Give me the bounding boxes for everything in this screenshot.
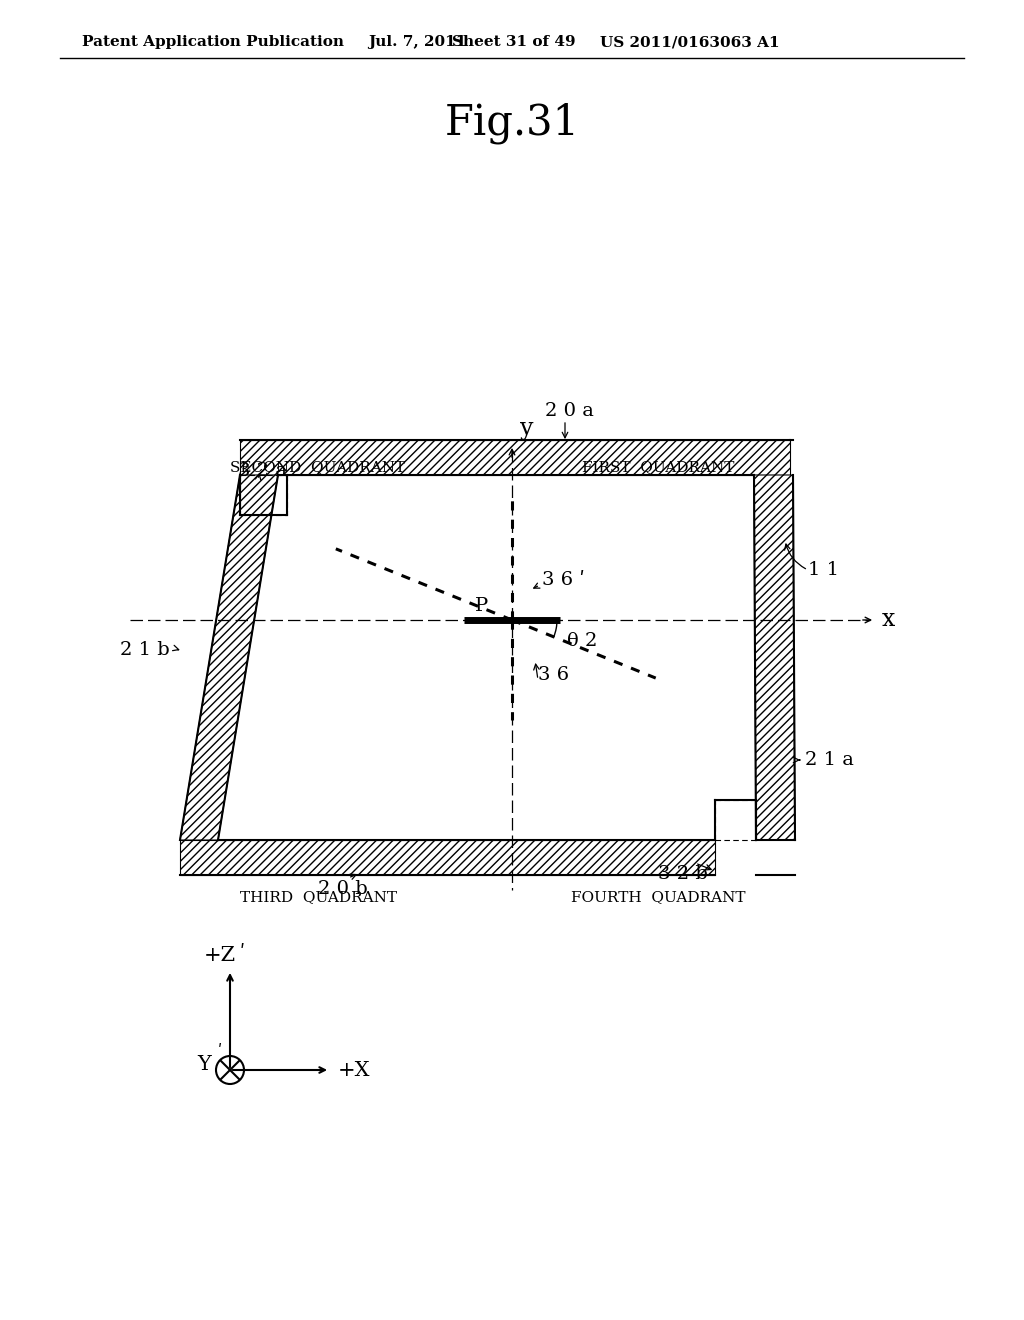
Text: 2 0 b: 2 0 b [318, 880, 368, 898]
Text: x: x [882, 609, 895, 631]
Text: +Z: +Z [204, 946, 237, 965]
Text: ʹ: ʹ [218, 1044, 222, 1059]
Text: 2 1 a: 2 1 a [805, 751, 854, 770]
Text: 3 2 b: 3 2 b [658, 865, 708, 883]
Polygon shape [754, 475, 795, 840]
Text: P: P [475, 597, 488, 615]
Bar [180, 840, 715, 875]
Text: 2 0 a: 2 0 a [545, 403, 594, 420]
Bar [240, 440, 790, 475]
Text: SECOND  QUADRANT: SECOND QUADRANT [230, 459, 406, 474]
Text: THIRD  QUADRANT: THIRD QUADRANT [240, 890, 396, 904]
Text: y: y [520, 417, 534, 440]
Text: Fig.31: Fig.31 [444, 102, 580, 144]
Text: US 2011/0163063 A1: US 2011/0163063 A1 [600, 36, 779, 49]
Text: 3 6 ʹ: 3 6 ʹ [542, 572, 585, 589]
Text: Y: Y [198, 1056, 211, 1074]
Text: +X: +X [338, 1060, 371, 1080]
Text: 1 1: 1 1 [808, 561, 839, 579]
Text: ʹ: ʹ [240, 944, 245, 962]
Text: 3 2 a: 3 2 a [238, 462, 287, 480]
Text: Patent Application Publication: Patent Application Publication [82, 36, 344, 49]
Text: 3 6: 3 6 [538, 667, 569, 684]
Text: Sheet 31 of 49: Sheet 31 of 49 [452, 36, 575, 49]
Text: Jul. 7, 2011: Jul. 7, 2011 [368, 36, 466, 49]
Text: θ 2: θ 2 [567, 632, 597, 649]
Polygon shape [180, 475, 278, 840]
Text: FOURTH  QUADRANT: FOURTH QUADRANT [570, 890, 745, 904]
Text: 2 1 b: 2 1 b [120, 642, 170, 659]
Text: FIRST  QUADRANT: FIRST QUADRANT [582, 459, 734, 474]
